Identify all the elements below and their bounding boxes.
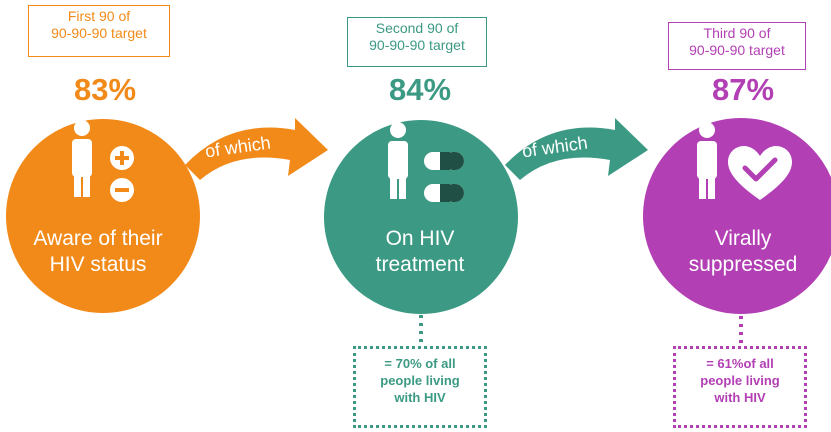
plus-icon [110,146,134,170]
note-box-suppressed-line2: people living [700,373,780,388]
target-box-first-line1: First 90 of [67,8,131,24]
label-suppressed: Virally suppressed [653,226,831,278]
note-box-suppressed: = 61%of all people living with HIV [673,346,807,428]
target-box-first-line2: 90-90-90 target [51,25,147,41]
target-box-third-line2: 90-90-90 target [689,42,785,58]
target-box-third: Third 90 of 90-90-90 target [668,22,806,70]
percent-suppressed: 87% [711,72,775,107]
note-box-treatment-line2: people living [380,373,460,388]
aware-circle [6,119,200,313]
label-treatment-line1: On HIV [385,227,455,250]
target-box-first: First 90 of 90-90-90 target [28,5,170,57]
heart-check-icon [728,146,792,200]
target-box-second-line2: 90-90-90 target [369,37,465,53]
connector-arrow-2: of which [505,118,648,180]
note-box-treatment-line1: = 70% of all [384,356,456,371]
target-box-third-line1: Third 90 of [703,25,771,41]
note-box-suppressed-line3: with HIV [714,390,766,405]
target-box-second: Second 90 of 90-90-90 target [347,17,487,67]
target-box-second-line1: Second 90 of [375,20,459,36]
note-box-suppressed-line1: = 61%of all [706,356,774,371]
label-aware: Aware of their HIV status [8,226,188,278]
label-suppressed-line1: Virally [714,227,772,250]
percent-aware: 83% [73,72,137,107]
pill-icon [424,152,464,170]
minus-icon [110,178,134,202]
person-icon [388,122,408,199]
label-aware-line1: Aware of their [33,227,163,250]
note-box-treatment: = 70% of all people living with HIV [353,346,487,428]
suppressed-circle [643,118,831,314]
percent-treatment: 84% [388,72,452,107]
label-aware-line2: HIV status [49,253,147,276]
note-box-treatment-line3: with HIV [394,390,446,405]
pill-icon [424,184,464,202]
label-suppressed-line2: suppressed [688,253,798,276]
person-icon [72,120,92,197]
label-treatment-line2: treatment [375,253,465,276]
treatment-circle [324,120,518,314]
person-icon [697,122,717,199]
connector-arrow-1: of which [185,118,328,180]
label-treatment: On HIV treatment [330,226,510,278]
